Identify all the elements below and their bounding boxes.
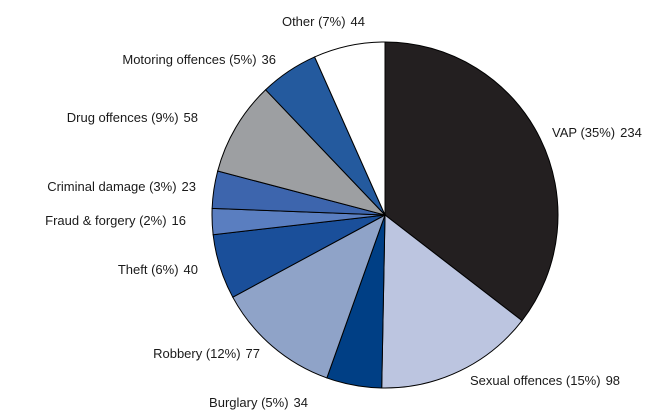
slice-label-other: Other (7%) 44 (282, 14, 365, 29)
slice-category: Drug offences (67, 110, 151, 125)
slice-percent: (7%) (318, 14, 345, 29)
slice-label-sexual-offences: Sexual offences (15%) 98 (470, 373, 620, 388)
pie-slice-sexual-offences (381, 213, 523, 389)
slice-category: VAP (552, 125, 580, 140)
slice-percent: (3%) (149, 179, 176, 194)
slice-category: Theft (118, 262, 151, 277)
slice-label-motoring-offences: Motoring offences (5%) 36 (122, 52, 276, 67)
slice-category: Robbery (153, 346, 206, 361)
slice-label-theft: Theft (6%) 40 (118, 262, 198, 277)
slice-label-drug-offences: Drug offences (9%) 58 (67, 110, 198, 125)
slice-category: Other (282, 14, 318, 29)
pie-slice-vap (384, 41, 559, 322)
slice-category: Burglary (209, 395, 261, 410)
slice-percent: (5%) (261, 395, 288, 410)
slice-percent: (6%) (151, 262, 178, 277)
slice-value: 36 (262, 52, 276, 67)
slice-value: 58 (184, 110, 198, 125)
slice-value: 40 (184, 262, 198, 277)
slice-category: Motoring offences (122, 52, 229, 67)
slice-percent: (15%) (566, 373, 601, 388)
slice-value: 44 (351, 14, 365, 29)
pie-labels: VAP (35%) 234 Sexual offences (15%) 98 Burgl… (45, 14, 642, 410)
slice-label-criminal-damage: Criminal damage (3%) 23 (47, 179, 196, 194)
slice-value: 34 (294, 395, 308, 410)
slice-value: 234 (620, 125, 642, 140)
slice-label-fraud-forgery: Fraud & forgery (2%) 16 (45, 213, 186, 228)
slice-value: 77 (246, 346, 260, 361)
pie-slices (211, 41, 559, 389)
slice-percent: (35%) (580, 125, 615, 140)
slice-percent: (2%) (139, 213, 166, 228)
slice-label-robbery: Robbery (12%) 77 (153, 346, 260, 361)
slice-percent: (5%) (229, 52, 256, 67)
pie-slice-other (313, 41, 386, 216)
slice-value: 23 (182, 179, 196, 194)
pie-slice-robbery (232, 213, 386, 379)
slice-percent: (9%) (151, 110, 178, 125)
slice-category: Sexual offences (470, 373, 566, 388)
slice-label-vap: VAP (35%) 234 (552, 125, 642, 140)
slice-label-burglary: Burglary (5%) 34 (209, 395, 308, 410)
slice-value: 16 (172, 213, 186, 228)
slice-category: Fraud & forgery (45, 213, 139, 228)
slice-value: 98 (606, 373, 620, 388)
pie-slice-drug-offences (217, 89, 387, 216)
slice-percent: (12%) (206, 346, 241, 361)
slice-category: Criminal damage (47, 179, 149, 194)
